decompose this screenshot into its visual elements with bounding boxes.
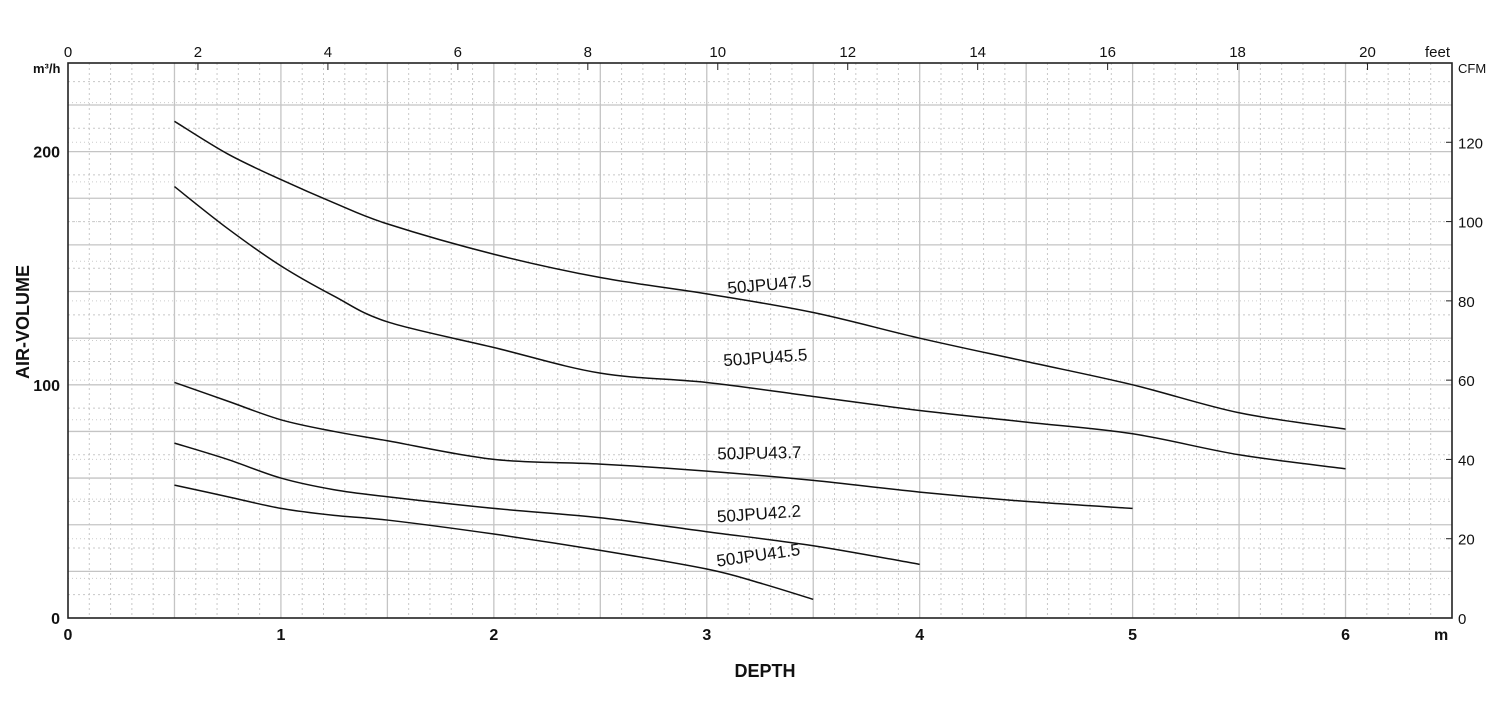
top-tick-label: 14 xyxy=(969,44,986,61)
top-tick-label: 2 xyxy=(194,44,202,61)
top-tick-label: 0 xyxy=(64,44,72,61)
series-line-50JPU43.7 xyxy=(174,381,1133,510)
x-tick-label: 5 xyxy=(1128,627,1137,644)
x-axis-title: DEPTH xyxy=(734,661,795,681)
series-line-50JPU42.2 xyxy=(174,442,920,566)
x-tick-label: 3 xyxy=(702,627,711,644)
right-tick-label: 20 xyxy=(1458,532,1475,549)
series-label-50JPU43.7: 50JPU43.7 xyxy=(717,443,801,463)
right-tick-label: 0 xyxy=(1458,611,1466,628)
y-tick-label: 200 xyxy=(33,145,60,162)
axis-titles: DEPTH AIR-VOLUME m³/h m feet CFM xyxy=(13,44,1486,681)
grid xyxy=(68,63,1452,618)
top-tick-label: 6 xyxy=(454,44,462,61)
right-tick-label: 40 xyxy=(1458,452,1475,469)
series-line-50JPU47.5 xyxy=(174,120,1346,430)
top-tick-label: 10 xyxy=(709,44,726,61)
y-axis-title: AIR-VOLUME xyxy=(13,265,33,379)
x-tick-label: 4 xyxy=(915,627,924,644)
plot-border xyxy=(67,62,1453,619)
top-tick-label: 16 xyxy=(1099,44,1116,61)
top-tick-label: 18 xyxy=(1229,44,1246,61)
right-tick-label: 60 xyxy=(1458,373,1475,390)
right-tick-label: 100 xyxy=(1458,215,1483,232)
right-tick-label: 80 xyxy=(1458,294,1475,311)
top-axis-unit-label: feet xyxy=(1425,44,1451,61)
series-label-50JPU47.5: 50JPU47.5 xyxy=(727,272,812,298)
right-tick-label: 120 xyxy=(1458,135,1483,152)
x-tick-label: 0 xyxy=(64,627,73,644)
x-tick-label: 2 xyxy=(489,627,498,644)
top-tick-label: 12 xyxy=(839,44,856,61)
series-labels: 50JPU47.550JPU45.550JPU43.750JPU42.250JP… xyxy=(715,272,812,571)
top-tick-label: 4 xyxy=(324,44,332,61)
series-line-50JPU41.5 xyxy=(174,484,814,601)
series-label-50JPU45.5: 50JPU45.5 xyxy=(723,345,808,370)
series-line-50JPU45.5 xyxy=(173,186,1346,470)
series-lines xyxy=(173,120,1346,601)
y-tick-label: 100 xyxy=(33,378,60,395)
x-tick-label: 6 xyxy=(1341,627,1350,644)
right-axis-unit-label: CFM xyxy=(1458,61,1486,76)
x-unit-label: m xyxy=(1434,627,1448,644)
plot-frame xyxy=(67,62,1453,619)
y-tick-label: 0 xyxy=(51,611,60,628)
x-tick-label: 1 xyxy=(276,627,285,644)
top-tick-label: 20 xyxy=(1359,44,1376,61)
top-tick-label: 8 xyxy=(584,44,592,61)
series-label-50JPU42.2: 50JPU42.2 xyxy=(716,502,801,527)
y-unit-label: m³/h xyxy=(33,61,61,76)
